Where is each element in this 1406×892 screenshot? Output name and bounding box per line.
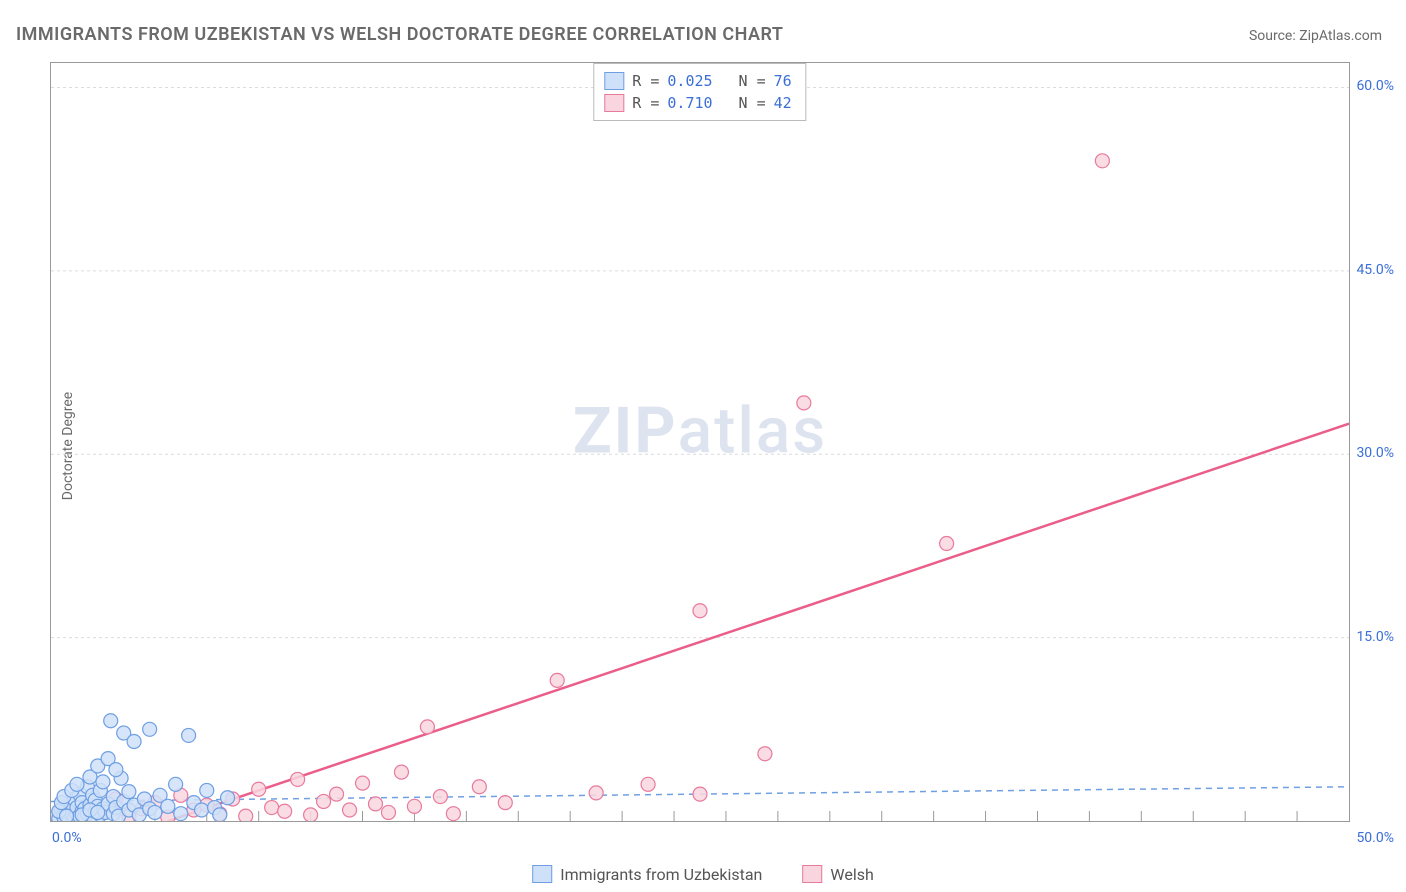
y-tick-60: 60.0% bbox=[1356, 78, 1394, 94]
y-tick-45: 45.0% bbox=[1356, 262, 1394, 278]
source-attribution: Source: ZipAtlas.com bbox=[1249, 28, 1382, 44]
page-root: IMMIGRANTS FROM UZBEKISTAN VS WELSH DOCT… bbox=[0, 0, 1406, 892]
y-tick-30: 30.0% bbox=[1356, 445, 1394, 461]
chart-title: IMMIGRANTS FROM UZBEKISTAN VS WELSH DOCT… bbox=[16, 24, 784, 45]
n-value-we: 42 bbox=[774, 92, 792, 114]
source-name: ZipAtlas.com bbox=[1299, 28, 1382, 44]
legend-item-uzbekistan: Immigrants from Uzbekistan bbox=[532, 865, 762, 884]
scatter-svg bbox=[51, 63, 1349, 821]
y-tick-15: 15.0% bbox=[1356, 629, 1394, 645]
r-label-uz: R = bbox=[632, 70, 659, 92]
legend-swatch-uzbekistan bbox=[532, 865, 552, 883]
x-axis-legend: Immigrants from Uzbekistan Welsh bbox=[532, 865, 874, 884]
source-label: Source: bbox=[1249, 28, 1299, 44]
swatch-welsh bbox=[604, 94, 624, 112]
n-value-uz: 76 bbox=[774, 70, 792, 92]
legend-label-welsh: Welsh bbox=[830, 865, 873, 884]
stats-legend-box: R = 0.025 N = 76 R = 0.710 N = 42 bbox=[593, 63, 806, 121]
stats-row-uzbekistan: R = 0.025 N = 76 bbox=[604, 70, 791, 92]
r-value-we: 0.710 bbox=[667, 92, 712, 114]
swatch-uzbekistan bbox=[604, 72, 624, 90]
plot-area: ZIPatlas R = 0.025 N = 76 R = 0.710 N = … bbox=[50, 62, 1350, 822]
stats-row-welsh: R = 0.710 N = 42 bbox=[604, 92, 791, 114]
n-label-we: N = bbox=[739, 92, 766, 114]
r-value-uz: 0.025 bbox=[667, 70, 712, 92]
x-tick-50: 50.0% bbox=[1356, 830, 1394, 846]
x-tick-0: 0.0% bbox=[52, 830, 82, 846]
legend-swatch-welsh bbox=[802, 865, 822, 883]
legend-label-uzbekistan: Immigrants from Uzbekistan bbox=[560, 865, 762, 884]
r-label-we: R = bbox=[632, 92, 659, 114]
n-label-uz: N = bbox=[739, 70, 766, 92]
legend-item-welsh: Welsh bbox=[802, 865, 873, 884]
